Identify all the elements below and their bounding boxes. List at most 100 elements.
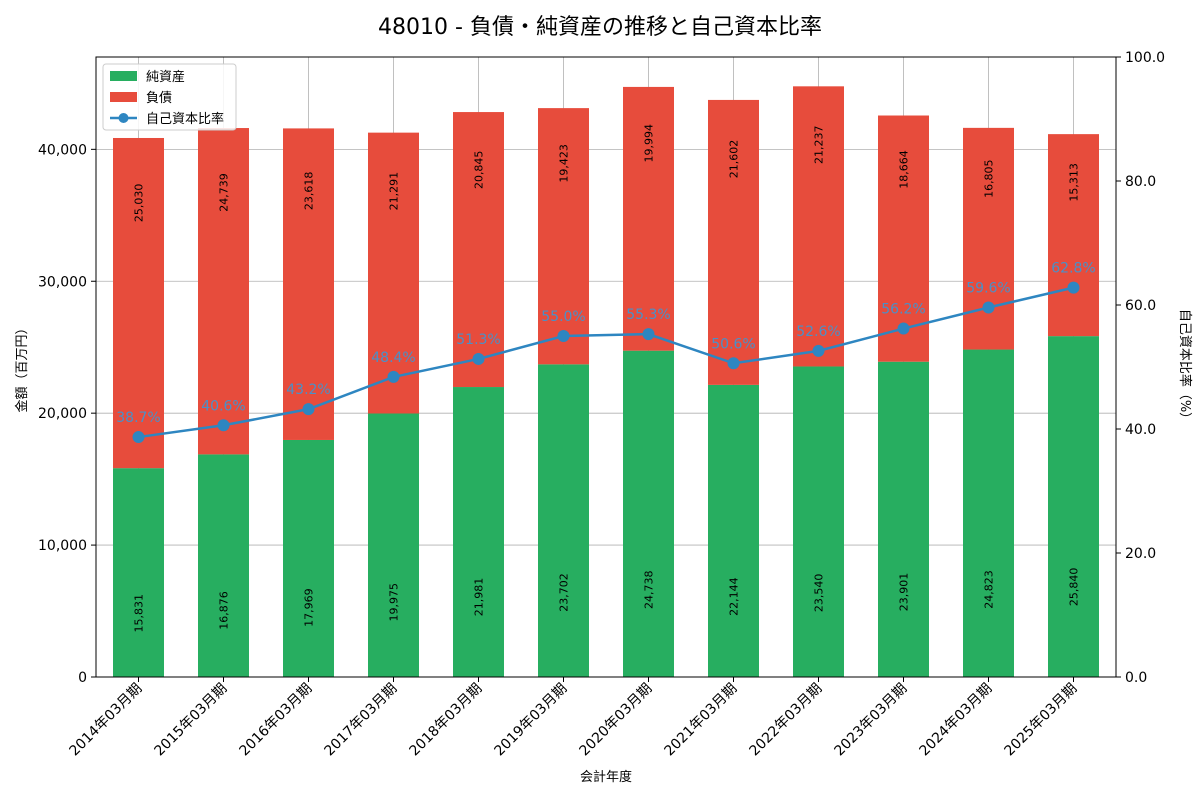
liability-bar: [283, 128, 334, 440]
equity-value-label: 23,901: [898, 573, 911, 612]
liability-bar: [368, 132, 419, 414]
equity-ratio-point: [812, 344, 825, 357]
equity-ratio-label: 38.7%: [116, 410, 160, 426]
equity-value-label: 25,840: [1068, 568, 1081, 607]
x-tick-label: 2023年03月期: [832, 681, 911, 760]
x-tick-label: 2019年03月期: [492, 681, 571, 760]
x-axis-label: 会計年度: [580, 769, 632, 785]
equity-ratio-point: [472, 352, 485, 365]
equity-bar: [708, 384, 759, 677]
legend-swatch-liability: [110, 92, 137, 102]
liability-value-label: 15,313: [1068, 163, 1081, 202]
equity-ratio-label: 50.6%: [711, 336, 755, 352]
equity-ratio-label: 40.6%: [201, 398, 245, 414]
liability-value-label: 24,739: [218, 173, 231, 212]
legend-label-equity: 純資産: [146, 69, 185, 85]
equity-bar: [198, 454, 249, 677]
equity-ratio-point: [557, 330, 570, 342]
liability-value-label: 21,291: [388, 172, 401, 211]
liability-value-label: 16,805: [983, 159, 996, 198]
x-tick-label: 2018年03月期: [407, 681, 486, 760]
equity-value-label: 22,144: [728, 577, 741, 616]
equity-ratio-label: 55.3%: [626, 307, 670, 323]
y-tick-label: 40,000: [38, 142, 87, 158]
legend-label-ratio: 自己資本比率: [146, 111, 224, 127]
legend-label-liability: 負債: [146, 91, 172, 106]
equity-ratio-label: 56.2%: [881, 302, 925, 318]
y-tick-label: 10,000: [38, 538, 87, 554]
x-tick-label: 2022年03月期: [747, 681, 826, 760]
equity-ratio-label: 59.6%: [966, 280, 1010, 296]
x-tick-label: 2021年03月期: [662, 681, 741, 760]
liability-bar: [708, 99, 759, 385]
bars-layer: [113, 86, 1099, 677]
y-tick-label: 20,000: [38, 406, 87, 422]
liability-bar: [878, 115, 929, 362]
equity-value-label: 19,975: [388, 583, 401, 622]
plot-frame: [95, 56, 1117, 678]
liability-value-label: 20,845: [473, 151, 486, 190]
x-tick-label: 2017年03月期: [322, 681, 401, 760]
equity-value-label: 21,981: [473, 578, 486, 617]
liability-bar: [1048, 134, 1099, 337]
x-tick-label: 2025年03月期: [1002, 681, 1081, 760]
equity-bar: [538, 364, 589, 677]
equity-bar: [368, 413, 419, 677]
liability-value-label: 25,030: [133, 184, 146, 223]
y2-tick-label: 40.0: [1125, 422, 1156, 438]
ratio-line-layer: [132, 281, 1080, 444]
equity-bar: [623, 350, 674, 677]
liability-bar: [198, 128, 249, 455]
equity-ratio-point: [302, 403, 315, 416]
equity-bar: [793, 366, 844, 677]
equity-ratio-point: [132, 431, 145, 444]
legend-swatch-equity: [110, 71, 137, 81]
x-tick-label: 2024年03月期: [917, 681, 996, 760]
liability-value-label: 23,618: [303, 172, 316, 211]
y-axis-label: 金額（百万円）: [14, 321, 30, 412]
y2-tick-label: 60.0: [1125, 298, 1156, 314]
y-tick-label: 30,000: [38, 274, 87, 290]
equity-ratio-label: 62.8%: [1051, 261, 1095, 277]
legend-swatch-ratio-marker: [118, 113, 129, 123]
equity-value-label: 16,876: [218, 591, 231, 630]
liability-bar: [623, 86, 674, 351]
liability-bar: [113, 137, 164, 469]
liability-value-label: 19,423: [558, 144, 571, 183]
equity-ratio-point: [1067, 281, 1080, 294]
equity-bar: [878, 361, 929, 677]
equity-bar: [453, 387, 504, 677]
chart-title: 48010 - 負債・純資産の推移と自己資本比率: [378, 15, 822, 40]
liability-value-label: 18,664: [898, 150, 911, 189]
y2-tick-label: 0.0: [1125, 670, 1147, 686]
equity-ratio-label: 55.0%: [541, 309, 585, 325]
equity-ratio-label: 52.6%: [796, 324, 840, 340]
x-tick-label: 2014年03月期: [67, 681, 146, 760]
liability-bar: [538, 108, 589, 365]
liability-value-label: 19,994: [643, 124, 656, 163]
equity-bar: [283, 439, 334, 677]
liability-value-label: 21,602: [728, 140, 741, 179]
equity-ratio-label: 48.4%: [371, 350, 415, 366]
equity-value-label: 24,738: [643, 570, 656, 609]
equity-ratio-point: [982, 301, 995, 314]
y2-tick-label: 20.0: [1125, 546, 1156, 562]
equity-ratio-line: [138, 286, 1074, 439]
equity-value-label: 15,831: [133, 594, 146, 633]
equity-ratio-point: [642, 328, 655, 341]
liability-bar: [453, 112, 504, 388]
data-labels-layer: 15,831 25,030 16,876 24,739 17,969 23,618 19,9…: [116, 124, 1095, 633]
y2-axis-label: 自己資本比率（%）: [1177, 309, 1193, 425]
equity-ratio-point: [387, 370, 400, 383]
y2-tick-label: 80.0: [1125, 174, 1156, 190]
equity-ratio-label: 43.2%: [286, 382, 330, 398]
y2-tick-label: 100.0: [1125, 50, 1165, 66]
equity-value-label: 24,823: [983, 570, 996, 609]
equity-value-label: 23,540: [813, 574, 826, 613]
equity-ratio-point: [897, 322, 910, 335]
liability-value-label: 21,237: [813, 125, 826, 164]
x-tick-label: 2020年03月期: [577, 681, 656, 760]
x-tick-label: 2016年03月期: [237, 681, 316, 760]
